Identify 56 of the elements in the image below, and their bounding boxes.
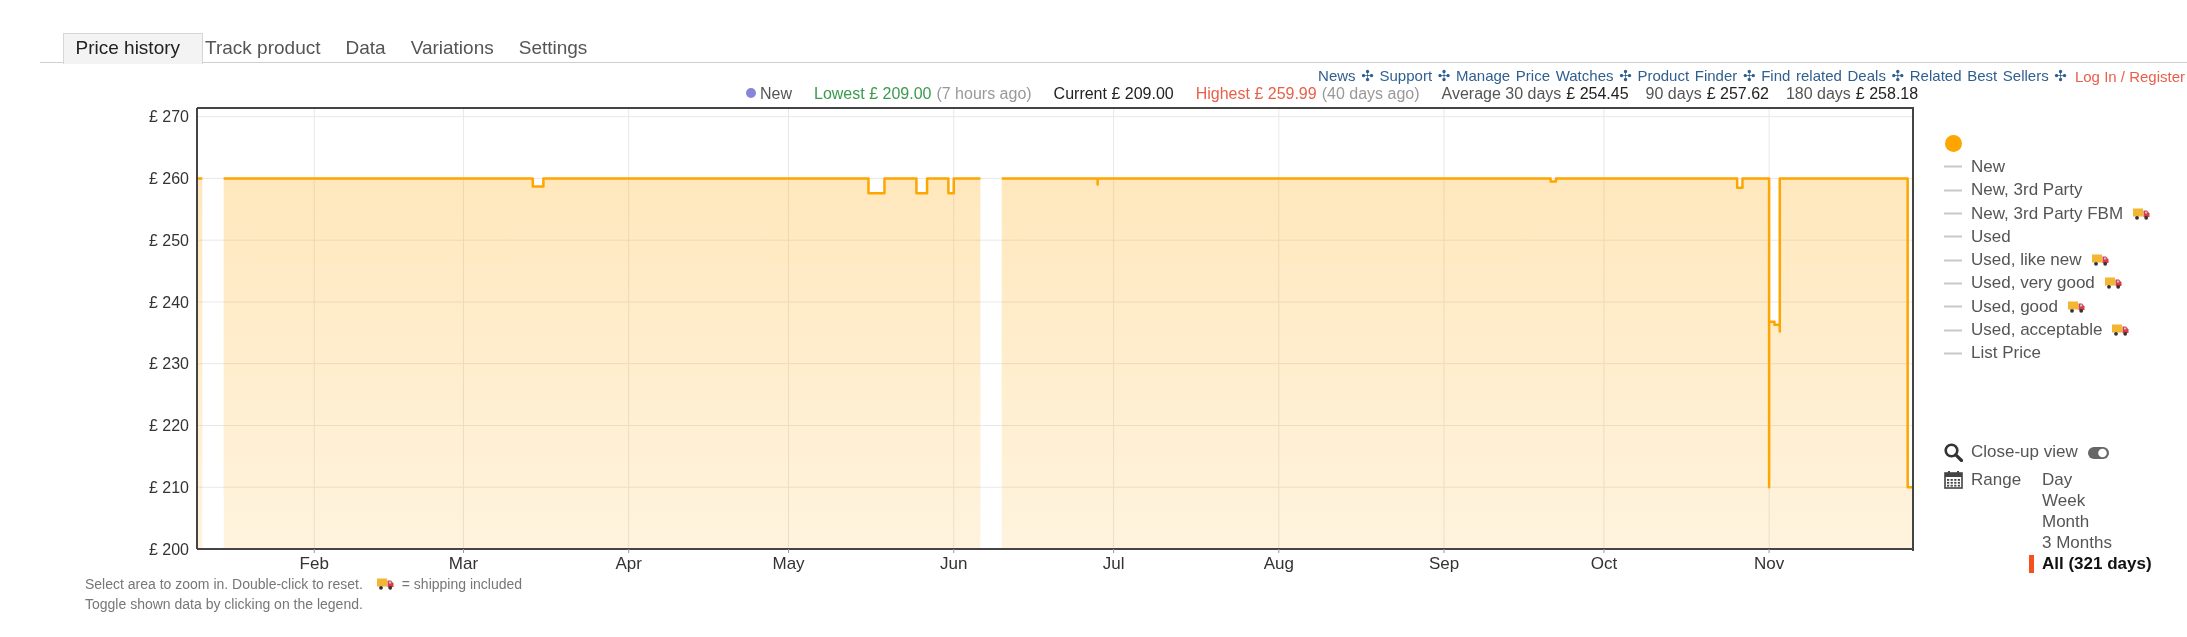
legend-label: Used, like new (1971, 250, 2082, 271)
y-tick-label: £ 210 (148, 478, 190, 496)
text: Track product (204, 37, 322, 59)
x-tick-label: Nov (1753, 554, 1785, 574)
y-tick-label: £ 200 (148, 540, 190, 558)
text: Current £ 209.00 (1053, 84, 1174, 103)
x-tick-label: Jul (1102, 554, 1125, 574)
text: Month (2042, 512, 2090, 532)
legend-label: List Price (1971, 343, 2041, 364)
legend-label: New, 3rd Party FBM (1971, 203, 2124, 224)
x-tick-label: May (772, 554, 806, 574)
x-tick-label: Mar (448, 554, 479, 574)
text: Log In / Register (2074, 67, 2185, 85)
text: All (321 days) (2042, 554, 2152, 574)
x-tick-label: Feb (299, 554, 329, 574)
y-tick-label: £ 220 (148, 417, 190, 435)
y-tick-label: £ 270 (148, 108, 190, 126)
text: Range (1971, 470, 2022, 490)
text: Data (344, 37, 387, 59)
text: (7 hours ago) (936, 84, 1032, 103)
text: Lowest £ 209.00 (814, 84, 932, 103)
legend-label: Used, very good (1971, 273, 2095, 294)
legend-label: Used (1971, 226, 2011, 247)
y-tick-label: £ 260 (148, 170, 190, 188)
text: 90 days (1645, 84, 1702, 103)
text: Toggle shown data by clicking on the legend. (85, 596, 363, 613)
x-tick-label: Sep (1428, 554, 1460, 574)
text: Price history (74, 37, 182, 59)
text: Average 30 days (1441, 84, 1562, 103)
x-tick-label: Jun (940, 554, 968, 574)
y-tick-label: £ 230 (148, 355, 190, 373)
legend-label: New (1971, 156, 2006, 177)
text: Settings (517, 37, 589, 59)
x-tick-label: Oct (1590, 554, 1618, 574)
text: £ 257.62 (1706, 84, 1769, 103)
text: 180 days (1785, 84, 1851, 103)
text: Week (2042, 491, 2086, 511)
text: Highest £ 259.99 (1195, 84, 1317, 103)
legend-label: Used, acceptable (1971, 320, 2103, 341)
legend-label: New, 3rd Party (1971, 180, 2083, 201)
legend-label: Used, good (1971, 296, 2058, 317)
x-tick-label: Aug (1263, 554, 1294, 574)
text: Variations (409, 37, 495, 59)
text: Close-up view (1971, 442, 2078, 462)
text: (40 days ago) (1321, 84, 1420, 103)
text: = shipping included (401, 575, 523, 592)
text: £ 254.45 (1566, 84, 1629, 103)
y-tick-label: £ 240 (148, 293, 190, 311)
text: New (760, 84, 793, 103)
text: Select area to zoom in. Double-click to reset. (85, 575, 363, 592)
x-tick-label: Apr (615, 554, 643, 574)
text: 3 Months (2042, 533, 2112, 553)
text: News ✣ Support ✣ Manage Price Watches ✣ Product Finder ✣ Find related Deals ✣ Related Best Sellers ✣ (1318, 67, 2067, 85)
text: Day (2042, 470, 2073, 490)
y-tick-label: £ 250 (148, 231, 190, 249)
text: £ 258.18 (1855, 84, 1919, 103)
